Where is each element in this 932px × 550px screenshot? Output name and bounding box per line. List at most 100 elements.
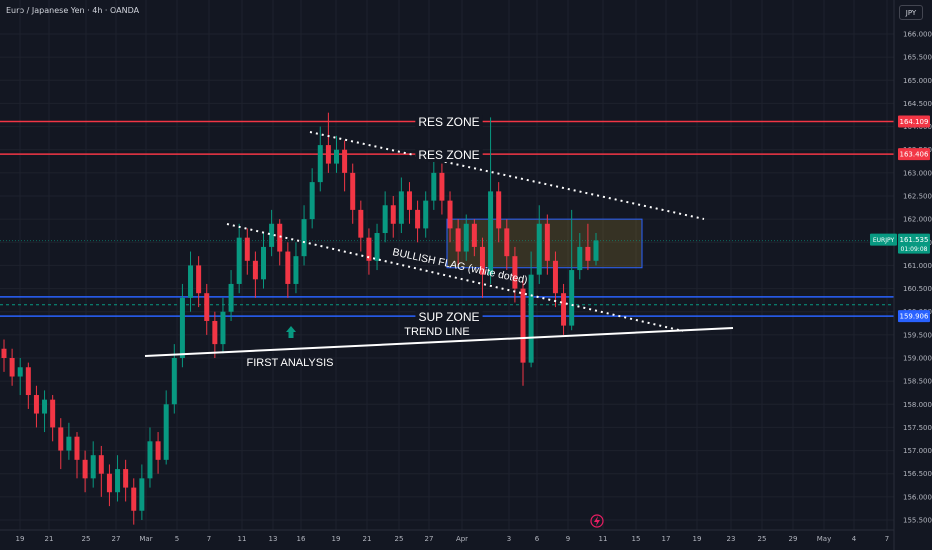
candle-body (406, 191, 412, 210)
price-tick-label: 163.000 (903, 169, 932, 177)
symbol-badge-label: EURJPY (873, 237, 895, 244)
price-axis[interactable]: 166.000165.500165.000164.500164.000163.5… (893, 0, 932, 550)
price-tick-label: 156.000 (903, 493, 932, 501)
candle-body (552, 260, 558, 294)
time-tick-label: 29 (789, 535, 798, 543)
time-tick-label: 7 (885, 535, 889, 543)
candle-body (115, 469, 121, 493)
candle-body (536, 223, 542, 275)
candle-body (17, 367, 23, 377)
lightning-icon (590, 514, 604, 528)
annotation-sup-zone: SUP ZONE (418, 310, 479, 324)
candle-body (123, 469, 129, 488)
annotation-res-zone-2: RES ZONE (418, 148, 479, 162)
price-tick-label: 159.000 (903, 355, 932, 363)
price-badge (898, 148, 930, 161)
candle-body (204, 293, 210, 321)
candle-body (179, 297, 185, 358)
candle-body (147, 441, 153, 479)
candle-body (317, 145, 323, 183)
candle-body (577, 246, 583, 271)
price-badge (898, 115, 930, 128)
candle-body (366, 237, 372, 261)
trend-line (144, 327, 734, 357)
candle-body (220, 311, 226, 345)
candle-body (212, 320, 218, 345)
time-tick-label: 5 (175, 535, 179, 543)
candle-body (131, 487, 137, 511)
candle-body (50, 399, 56, 428)
candle-body (415, 209, 421, 229)
time-tick-label: May (817, 535, 831, 543)
price-badge-label: 159.906 (900, 313, 929, 321)
candle-body (293, 256, 299, 284)
price-tick-label: 157.000 (903, 447, 932, 455)
currency-badge[interactable]: JPY (899, 5, 923, 20)
candle-body (333, 149, 339, 164)
candle-body (82, 459, 88, 479)
candle-body (520, 288, 526, 363)
countdown-label: 01:09:08 (901, 246, 928, 253)
time-tick-label: 16 (297, 535, 306, 543)
candle-body (236, 237, 242, 284)
time-tick-label: 11 (599, 535, 608, 543)
current-price-label: 161.535 (900, 236, 929, 244)
candle-body (504, 228, 510, 257)
candle-body (228, 283, 234, 312)
price-tick-label: 155.500 (903, 517, 932, 525)
price-tick-label: 158.500 (903, 378, 932, 386)
candle-body (277, 223, 283, 252)
candle-body (390, 205, 396, 224)
candle-body (374, 233, 380, 261)
time-axis[interactable]: 19 21 25 27 Mar 5 7 11 13 16 19 21 25 27 Apr 3 6 9 11 15 17 1… (0, 529, 894, 543)
chart-title: Euro / Japanese Yen · 4h · OANDA (6, 6, 140, 15)
time-tick-label: 19 (332, 535, 341, 543)
consolidation-zone (446, 218, 643, 269)
candle-body (74, 436, 80, 460)
candle-body (512, 256, 518, 289)
time-tick-label: 3 (507, 535, 511, 543)
candle-body (269, 223, 275, 247)
price-badge-label: 163.406 (900, 151, 929, 159)
candle-body (471, 223, 477, 247)
time-tick-label: 13 (269, 535, 278, 543)
candle-body (66, 436, 72, 451)
time-tick-label: 19 (693, 535, 702, 543)
flag-rectangle (446, 218, 643, 269)
price-tick-label: 156.500 (903, 470, 932, 478)
annotation-first-analysis: FIRST ANALYSIS (246, 357, 333, 369)
candle-body (33, 395, 39, 414)
time-tick-label: 25 (758, 535, 767, 543)
candle-body (350, 172, 356, 210)
time-tick-label: 6 (535, 535, 540, 543)
candle-body (58, 427, 64, 451)
candles (1, 112, 599, 525)
price-badge (898, 310, 930, 323)
candle-body (463, 223, 469, 252)
candle-body (447, 200, 453, 229)
time-tick-label: 7 (207, 535, 211, 543)
annotation-bg (415, 148, 483, 162)
flag-lower-dotted-line (226, 223, 684, 332)
candle-body (496, 191, 502, 229)
candle-body (593, 240, 599, 261)
candle-body (163, 404, 169, 460)
price-tick-label: 162.500 (903, 193, 932, 201)
candle-body (342, 149, 348, 173)
candle-body (398, 191, 404, 224)
candle-body (252, 260, 258, 280)
candle-body (479, 246, 485, 275)
candle-body (106, 473, 112, 493)
time-tick-label: 21 (45, 535, 54, 543)
candle-body (455, 228, 461, 252)
price-badges: 164.109 163.406 159.906 EURJPY 161.535 01:09:… (870, 115, 930, 323)
candle-body (569, 270, 575, 326)
candle-body (1, 348, 7, 358)
candle-body (9, 358, 15, 377)
candle-body (325, 145, 331, 164)
candle-body (358, 209, 364, 238)
time-tick-label: 23 (727, 535, 736, 543)
time-tick-label: 27 (425, 535, 434, 543)
candle-body (171, 358, 177, 405)
